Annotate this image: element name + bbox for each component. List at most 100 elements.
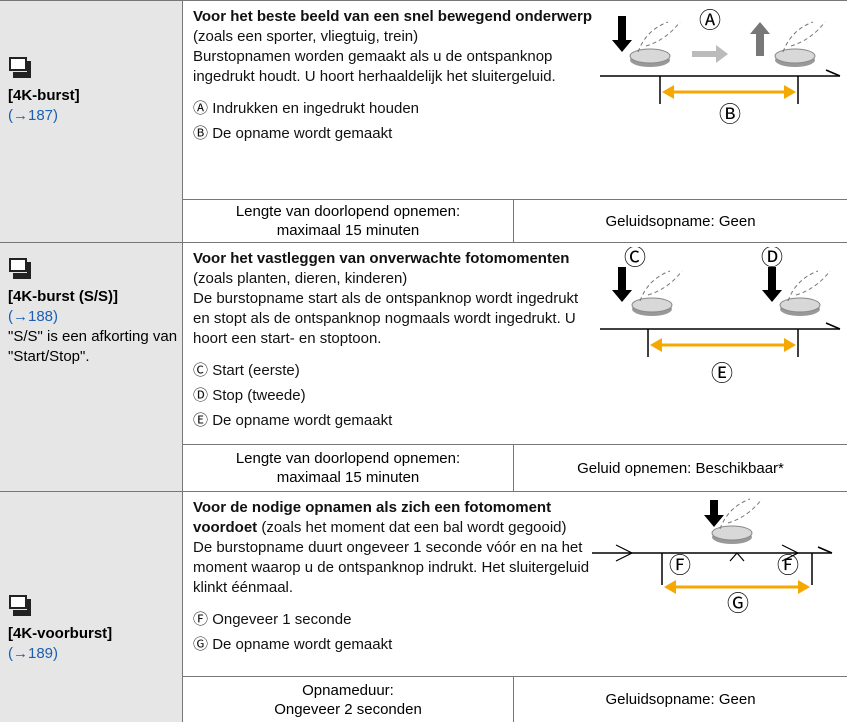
diagram-shape [704,515,724,527]
mode-cell: [4K-voorburst] (→189) [0,492,183,722]
legend-item: Ⓐ Indrukken en ingedrukt houden [193,99,598,119]
diagram-shape [618,267,626,292]
table-row: [4K-burst] (→187) Voor het beste beeld van… [0,0,847,242]
info-cell: Geluidsopname: Geen [605,691,756,708]
diagram-shape [756,32,764,56]
diagram-shape [9,595,27,609]
diagram-shape [762,290,782,302]
diagram-shape [9,57,27,71]
diagram-shape [711,525,753,541]
intro: Voor het vastleggen van onverwachte foto… [193,249,598,289]
legend-item: Ⓓ Stop (tweede) [193,386,598,406]
legend-marker: Ⓓ [193,387,209,404]
legend-marker: Ⓔ [193,412,209,429]
diagram-shape [637,21,681,53]
diagram-shape [639,270,683,302]
legend-marker: Ⓑ [193,125,209,142]
legend-text: Indrukken en ingedrukt houden [212,100,420,117]
description: Voor het beste beeld van een snel bewege… [193,7,598,149]
intro: Voor het beste beeld van een snel bewege… [193,7,598,47]
mode-icon [9,258,31,279]
diagram-shape [750,22,770,34]
page-reference[interactable]: (→188) [8,308,59,325]
diagram-shape [719,498,763,530]
intro-title: Voor de nodige opnamen als zich een foto… [193,499,552,536]
page-reference[interactable]: (→187) [8,107,59,124]
body-text: De burstopname start als de ontspanknop … [193,290,579,347]
legend-marker: Ⓕ [193,611,209,628]
info-cell: Geluid opnemen: Beschikbaar* [577,459,784,477]
mode-cell: [4K-burst (S/S)] (→188) "S/S" is een afkor… [0,243,183,491]
legend: Ⓒ Start (eerste) Ⓓ Stop (tweede) Ⓔ De opna… [193,361,598,431]
diagram-shape [629,48,671,64]
intro: Voor de nodige opnamen als zich een foto… [193,498,598,538]
description: Voor de nodige opnamen als zich een foto… [193,498,598,660]
diagram-label: Ⓐ [699,9,721,34]
diagram-shape [774,48,816,64]
legend-marker: Ⓐ [193,100,209,117]
intro-context: (zoals een sporter, vliegtuig, trein) [193,28,419,45]
diagram-shape [27,61,31,73]
info-cell: Lengte van doorlopend opnemen: maximaal … [183,200,514,242]
description: Voor het vastleggen van onverwachte foto… [193,249,598,436]
info-cell: Geluidsopname: Geen [605,212,756,230]
diagram-shape [9,258,27,272]
diagram-shape [13,273,31,279]
body-text: De burstopname duurt ongeveer 1 seconde … [193,539,590,596]
info-row: Lengte van doorlopend opnemen: maximaal … [183,199,847,242]
legend-text: De opname wordt gemaakt [212,412,393,429]
table-row: [4K-voorburst] (→189) Voor de nodige opnam… [0,491,847,722]
diagram-shape [27,599,31,611]
info-cell: Opnameduur: Ongeveer 2 seconden [183,677,514,722]
diagram-shape [710,500,718,517]
diagram-shape [27,262,31,274]
mode-cell: [4K-burst] (→187) [0,1,183,242]
body-text: Burstopnamen worden gemaakt als u de ont… [193,48,556,85]
legend-item: Ⓖ De opname wordt gemaakt [193,635,598,655]
diagram-label: Ⓕ [669,554,691,579]
diagram-shape [825,322,841,330]
diagram-shape [787,270,831,302]
info-row: Lengte van doorlopend opnemen: maximaal … [183,444,847,491]
diagram-shape [692,45,728,63]
intro-context: (zoals het moment dat een bal wordt gego… [261,519,567,536]
mode-name: [4K-burst (S/S)] [8,288,118,305]
diagram-shape [612,290,632,302]
diagram-label: Ⓔ [711,362,733,387]
intro-title: Voor het beste beeld van een snel bewege… [193,8,592,25]
legend-text: De opname wordt gemaakt [212,636,393,653]
diagram-shape [825,69,841,77]
legend-text: De opname wordt gemaakt [212,125,393,142]
diagram-shape [13,72,31,78]
legend-marker: Ⓒ [193,362,209,379]
legend: Ⓐ Indrukken en ingedrukt houden Ⓑ De opna… [193,99,598,144]
mode-note: "S/S" is een afkorting van "Start/Stop". [8,328,178,365]
legend-item: Ⓕ Ongeveer 1 seconde [193,610,598,630]
timing-diagram: ⒶⒷ [600,9,841,128]
diagram-label: Ⓕ [777,554,799,579]
diagram-label: Ⓖ [727,592,749,617]
diagram-label: Ⓓ [761,247,783,271]
intro-context: (zoals planten, dieren, kinderen) [193,270,408,287]
mode-icon [9,57,31,78]
legend-marker: Ⓖ [193,636,209,653]
timing-diagram: Ⓒ Ⓓ Ⓔ [600,247,841,387]
info-cell: Lengte van doorlopend opnemen: maximaal … [183,445,514,491]
timing-diagram: Ⓕ Ⓕ Ⓖ [592,498,833,617]
table-row: [4K-burst (S/S)] (→188) "S/S" is een afkor… [0,242,847,491]
legend-item: Ⓑ De opname wordt gemaakt [193,124,598,144]
page-reference[interactable]: (→189) [8,645,59,662]
diagram-shape [612,40,632,52]
diagram-shape [618,16,626,42]
legend-item: Ⓔ De opname wordt gemaakt [193,411,598,431]
info-row: Opnameduur: Ongeveer 2 seconden Geluidsop… [183,676,847,722]
mode-name: [4K-burst] [8,87,80,104]
diagram-label: Ⓒ [624,247,646,271]
diagram-shape [779,297,821,313]
mode-name: [4K-voorburst] [8,625,113,642]
legend-text: Ongeveer 1 seconde [212,611,352,628]
mode-icon [9,595,31,616]
diagram-shape [782,21,826,53]
intro-title: Voor het vastleggen van onverwachte foto… [193,250,570,267]
